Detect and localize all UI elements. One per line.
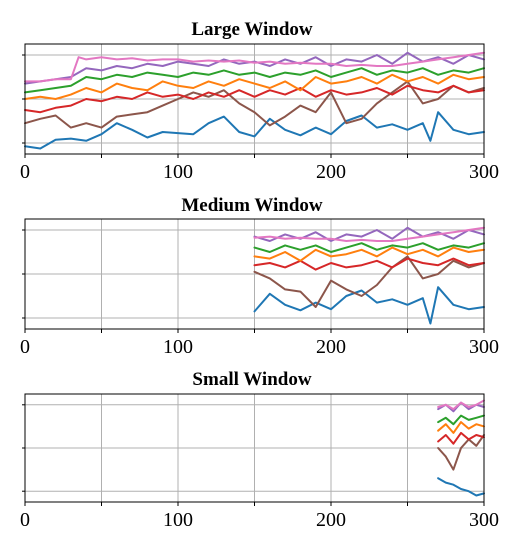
series-line-1 — [438, 478, 484, 495]
panel-title: Small Window — [192, 369, 311, 390]
x-tick-label: 200 — [316, 161, 346, 183]
panel-small-window: Small Window 0 100 200 300 — [20, 369, 499, 531]
series-lines — [255, 228, 485, 324]
x-tick-label: 300 — [469, 336, 499, 358]
x-tick-label: 100 — [163, 336, 193, 358]
x-tick-label: 100 — [163, 161, 193, 183]
x-tick-label: 300 — [469, 161, 499, 183]
x-tick-label: 200 — [316, 509, 346, 531]
series-line-4 — [255, 248, 485, 261]
panel-large-window: Large Window 0 100 200 300 — [20, 19, 499, 183]
panel-medium-window: Medium Window 0 100 200 300 — [20, 195, 499, 358]
x-tick-label: 0 — [20, 509, 30, 531]
x-tick-label: 200 — [316, 336, 346, 358]
grid-lines — [25, 219, 484, 329]
x-tick-label: 300 — [469, 509, 499, 531]
series-line-3 — [438, 433, 484, 444]
x-tick-label: 100 — [163, 509, 193, 531]
panel-title: Large Window — [191, 19, 313, 40]
series-line-4 — [438, 422, 484, 433]
x-ticks: 0 100 200 300 — [20, 405, 499, 531]
panel-title: Medium Window — [181, 195, 323, 216]
x-tick-label: 0 — [20, 161, 30, 183]
x-tick-label: 0 — [20, 336, 30, 358]
series-line-2 — [438, 435, 484, 470]
grid-lines — [25, 394, 484, 502]
